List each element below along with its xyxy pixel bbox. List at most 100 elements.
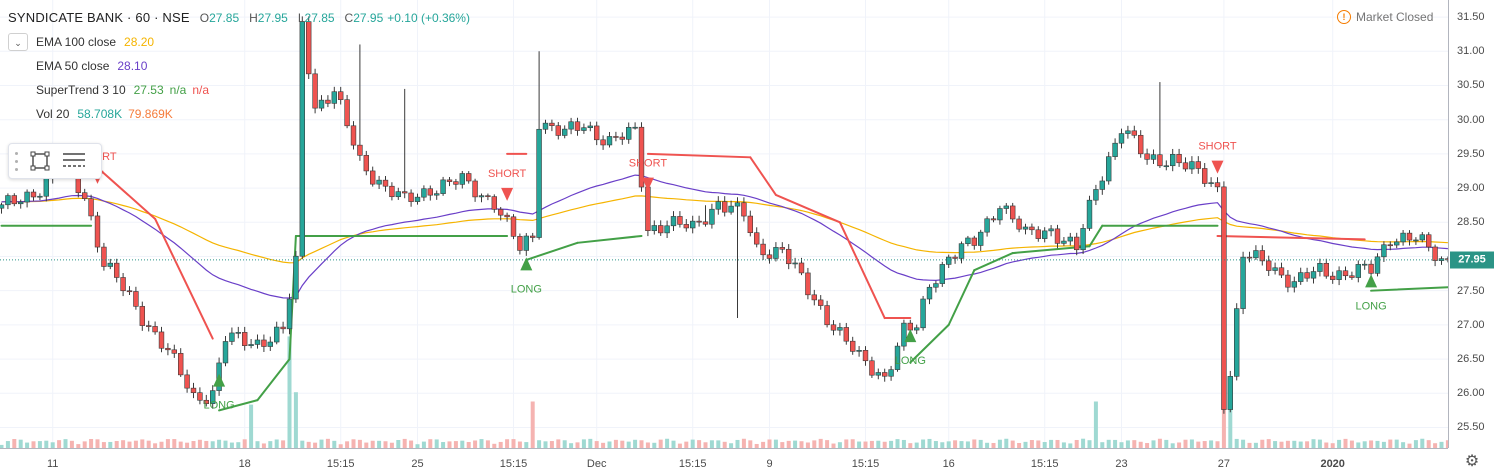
candle bbox=[485, 193, 491, 201]
gear-icon[interactable]: ⚙ bbox=[1464, 453, 1480, 470]
volume-bar bbox=[1074, 439, 1079, 448]
indicator-name: Vol 20 bbox=[36, 107, 70, 121]
volume-bar bbox=[1029, 440, 1034, 448]
candle bbox=[517, 233, 523, 255]
candle bbox=[24, 189, 30, 208]
volume-bar bbox=[524, 442, 529, 448]
volume-bar bbox=[940, 442, 945, 448]
indicator-value: n/a bbox=[192, 83, 210, 97]
volume-bar bbox=[178, 441, 183, 448]
candle bbox=[267, 336, 273, 351]
candle bbox=[849, 336, 856, 355]
volume-bar bbox=[613, 439, 618, 448]
volume-bar bbox=[1253, 442, 1258, 448]
price-chart[interactable]: SHORTLONGSHORTLONGSHORTLONGSHORTLONG bbox=[0, 0, 1448, 448]
candle bbox=[1368, 260, 1374, 278]
candle bbox=[369, 166, 376, 187]
price-tick: 30.00 bbox=[1457, 113, 1485, 126]
volume-bar bbox=[1087, 440, 1092, 448]
indicator-row[interactable]: SuperTrend 3 10 27.53 n/a n/a bbox=[8, 78, 474, 102]
drag-handle-icon[interactable] bbox=[9, 149, 23, 173]
candle bbox=[1029, 223, 1035, 235]
volume-bar bbox=[473, 440, 478, 448]
candle bbox=[715, 196, 722, 215]
indicator-name: SuperTrend 3 10 bbox=[36, 83, 126, 97]
volume-bar bbox=[1049, 439, 1054, 448]
candle bbox=[1234, 303, 1240, 381]
candle bbox=[414, 193, 421, 205]
market-status[interactable]: ! Market Closed bbox=[1337, 10, 1433, 24]
volume-bar bbox=[370, 440, 375, 448]
volume-bar bbox=[709, 440, 714, 448]
volume-bar bbox=[511, 439, 516, 448]
rectangle-tool-icon[interactable] bbox=[23, 146, 57, 176]
volume-bar bbox=[530, 401, 535, 448]
candle bbox=[593, 121, 600, 146]
volume-bar bbox=[1061, 442, 1066, 448]
volume-bar bbox=[153, 443, 158, 448]
candle bbox=[139, 301, 145, 331]
indicator-row[interactable]: ⌄ EMA 100 close 28.20 bbox=[8, 30, 474, 54]
drawing-toolbar[interactable] bbox=[8, 143, 102, 179]
candle bbox=[1054, 224, 1061, 249]
candle bbox=[555, 122, 562, 140]
volume-bar bbox=[575, 442, 580, 448]
volume-bar bbox=[1202, 441, 1207, 448]
volume-bar bbox=[351, 439, 356, 448]
candle bbox=[913, 324, 920, 335]
volume-bar bbox=[396, 440, 401, 448]
time-tick: 25 bbox=[411, 458, 424, 470]
long-signal: LONG bbox=[895, 329, 926, 367]
price-axis[interactable]: 31.5031.0030.5030.0029.5029.0028.5028.00… bbox=[1448, 0, 1494, 448]
short-label: SHORT bbox=[1198, 141, 1237, 153]
volume-bar bbox=[1145, 443, 1150, 448]
indicator-row[interactable]: Vol 20 58.708K 79.869K bbox=[8, 102, 474, 126]
candle bbox=[357, 44, 363, 161]
volume-bar bbox=[645, 442, 650, 448]
candle bbox=[1048, 225, 1054, 237]
candle bbox=[696, 215, 702, 227]
candle bbox=[1387, 241, 1394, 251]
volume-bar bbox=[773, 439, 778, 448]
chart-pane[interactable]: SHORTLONGSHORTLONGSHORTLONGSHORTLONG bbox=[0, 0, 1448, 448]
candle bbox=[43, 175, 50, 202]
candle bbox=[82, 188, 88, 201]
candle bbox=[1074, 232, 1080, 256]
market-status-text: Market Closed bbox=[1356, 10, 1434, 24]
volume-bar bbox=[1260, 439, 1265, 448]
volume-bar bbox=[466, 442, 471, 448]
candle bbox=[1106, 151, 1112, 185]
price-tick: 29.00 bbox=[1457, 182, 1485, 195]
candle bbox=[178, 348, 184, 377]
volume-bar bbox=[972, 439, 977, 448]
candle bbox=[11, 193, 17, 207]
volume-bar bbox=[1445, 440, 1448, 448]
candle bbox=[203, 394, 209, 407]
indicator-row[interactable]: EMA 50 close 28.10 bbox=[8, 54, 474, 78]
candle bbox=[952, 254, 958, 264]
volume-bar bbox=[37, 441, 42, 448]
volume-bar bbox=[300, 440, 305, 448]
volume-bar bbox=[319, 439, 324, 448]
volume-bar bbox=[12, 439, 17, 448]
candle bbox=[1426, 232, 1432, 252]
indicator-name: EMA 100 close bbox=[36, 35, 117, 49]
volume-bar bbox=[665, 438, 670, 448]
ohlc-values: O27.85 H27.95 L27.85 C27.95 bbox=[190, 6, 384, 30]
long-label: LONG bbox=[895, 355, 926, 367]
candle bbox=[753, 227, 760, 248]
candle bbox=[1253, 245, 1259, 260]
volume-bar bbox=[165, 439, 170, 448]
ohlc-label: O bbox=[199, 11, 210, 25]
price-tick: 31.50 bbox=[1457, 11, 1485, 24]
ohlc-value: 27.95 bbox=[257, 11, 288, 25]
candle bbox=[574, 117, 581, 136]
line-style-icon[interactable] bbox=[57, 146, 91, 176]
time-axis[interactable]: 11 18 15:15 25 15:15 Dec 15:15 9 15:15 16 15:15 23 2… bbox=[0, 448, 1448, 475]
volume-bar bbox=[1100, 442, 1105, 448]
time-tick: 16 bbox=[942, 458, 955, 470]
volume-bar bbox=[1055, 439, 1060, 448]
volume-bar bbox=[690, 439, 695, 448]
volume-bar bbox=[889, 440, 894, 448]
chevron-down-icon[interactable]: ⌄ bbox=[8, 33, 28, 51]
